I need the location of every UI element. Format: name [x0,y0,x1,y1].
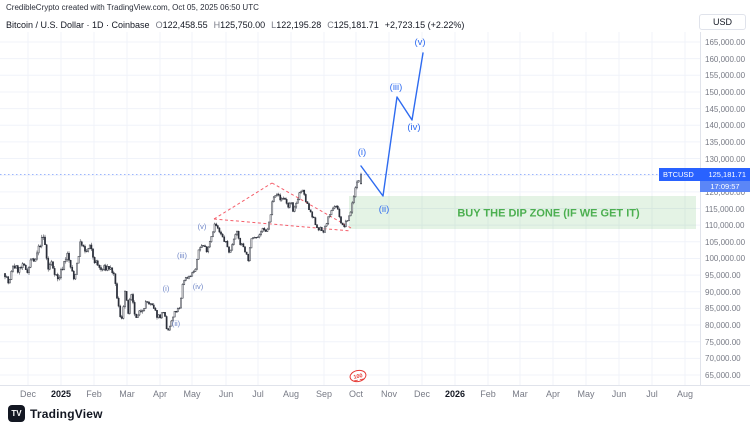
tradingview-logo[interactable]: TV TradingView [8,405,103,422]
major-wave-labels[interactable]: (i) (ii) (iii) (iv) (v) [358,37,426,215]
wave-label-major[interactable]: (iv) [407,122,420,133]
minor-wave-labels[interactable]: (i) (ii) (iii) (iv) (v) [163,222,207,328]
wave-label-minor[interactable]: (ii) [172,319,181,328]
price-axis-tick: 110,000.00 [705,221,745,231]
price-axis-tick: 65,000.00 [705,371,741,380]
ohlc-low: L122,195.28 [271,20,322,30]
price-axis-tick: 115,000.00 [705,204,745,214]
wave-label-minor[interactable]: (iii) [177,251,187,260]
wave-label-major[interactable]: (iii) [390,82,403,93]
wave-label-minor[interactable]: (i) [163,284,170,293]
red-dashed-trendline-wedge[interactable] [213,182,352,232]
badge-price: 125,181.71 [708,170,746,180]
time-axis-tick: Aug [282,389,300,399]
price-axis-tick: 150,000.00 [705,87,746,97]
price-axis-tick: 90,000.00 [705,287,741,297]
price-axis-tick: 120,000.00 [705,187,746,197]
wave-label-minor[interactable]: (iv) [193,282,204,291]
time-axis-tick: Jul [252,389,264,399]
price-axis-tick: 130,000.00 [705,154,746,164]
price-axis-tick: 70,000.00 [705,354,741,364]
time-axis-tick: Nov [380,389,398,399]
price-axis-tick: 140,000.00 [705,121,746,131]
time-axis-tick: Aug [676,389,694,399]
price-axis-tick: 160,000.00 [705,54,746,64]
wave-label-minor[interactable]: (v) [198,222,207,231]
buy-dip-zone-highlight[interactable] [349,196,696,229]
sticker-ellipse [349,369,367,383]
wave-label-major[interactable]: (ii) [379,204,390,215]
candlestick-series [4,172,362,331]
time-axis-tick: Mar [512,389,528,399]
time-axis-tick: Jul [646,389,658,399]
sticker-underline [359,378,364,381]
wave-label-major[interactable]: (i) [358,147,366,158]
sticker-underline [353,379,358,382]
attribution-text: CredibleCrypto created with TradingView.… [6,3,259,12]
time-axis-tick: Apr [152,389,168,399]
price-axis-tick: 75,000.00 [705,337,741,347]
last-price-badge: BTCUSD 125,181.71 [659,168,750,182]
time-axis[interactable]: Dec 2025 Feb Mar Apr May Jun Jul Aug Sep Oct Nov Dec… [0,385,750,402]
time-axis-tick: Jun [611,389,627,399]
ohlc-high: H125,750.00 [213,20,266,30]
hundred-emoji-sticker[interactable]: 100 [349,369,367,383]
wave-label-major[interactable]: (v) [414,37,425,48]
time-axis-tick: Mar [119,389,135,399]
time-axis-tick: Oct [348,389,364,399]
symbol-title[interactable]: Bitcoin / U.S. Dollar · 1D · Coinbase [6,20,150,30]
time-axis-tick: May [183,389,201,399]
time-axis-tick: Dec [413,389,431,399]
currency-usd-button[interactable]: USD [699,14,746,30]
time-axis-tick: Sep [315,389,333,399]
buy-zone-label: BUY THE DIP ZONE (IF WE GET IT) [457,208,640,220]
elliott-wave-projection-line[interactable] [360,52,424,197]
time-axis-tick: Apr [545,389,561,399]
time-axis-tick: May [577,389,595,399]
badge-symbol: BTCUSD [663,170,694,180]
change-value: +2,723.15 (+2.22%) [384,20,465,30]
ohlc-open: O122,458.55 [155,20,208,30]
time-axis-tick: Feb [480,389,496,399]
ohlc-close: C125,181.71 [327,20,379,30]
time-axis-tick: 2025 [50,389,72,399]
price-axis-tick: 165,000.00 [705,38,746,47]
price-axis-tick: 95,000.00 [705,271,741,281]
price-axis-tick: 135,000.00 [705,137,746,147]
chart-legend: Bitcoin / U.S. Dollar · 1D · Coinbase O1… [6,20,464,30]
price-axis-tick: 145,000.00 [705,104,746,114]
price-axis-tick: 100,000.00 [705,254,746,264]
sticker-text: 100 [353,373,363,381]
countdown-timer: 17:09:57 [700,181,750,193]
tradingview-logo-icon: TV [8,405,25,422]
price-axis-tick: 85,000.00 [705,304,741,314]
time-axis-tick: Dec [19,389,37,399]
price-axis-tick: 80,000.00 [705,321,741,331]
price-axis-tick: 105,000.00 [705,237,746,247]
chart-grid [0,32,700,385]
time-axis-tick: Feb [86,389,102,399]
price-axis[interactable]: 165,000.00 160,000.00 155,000.00 150,000.00… [700,32,750,385]
time-axis-tick: 2026 [444,389,466,399]
time-axis-tick: Jun [218,389,234,399]
tradingview-logo-text: TradingView [30,406,103,421]
price-axis-tick: 155,000.00 [705,71,746,81]
